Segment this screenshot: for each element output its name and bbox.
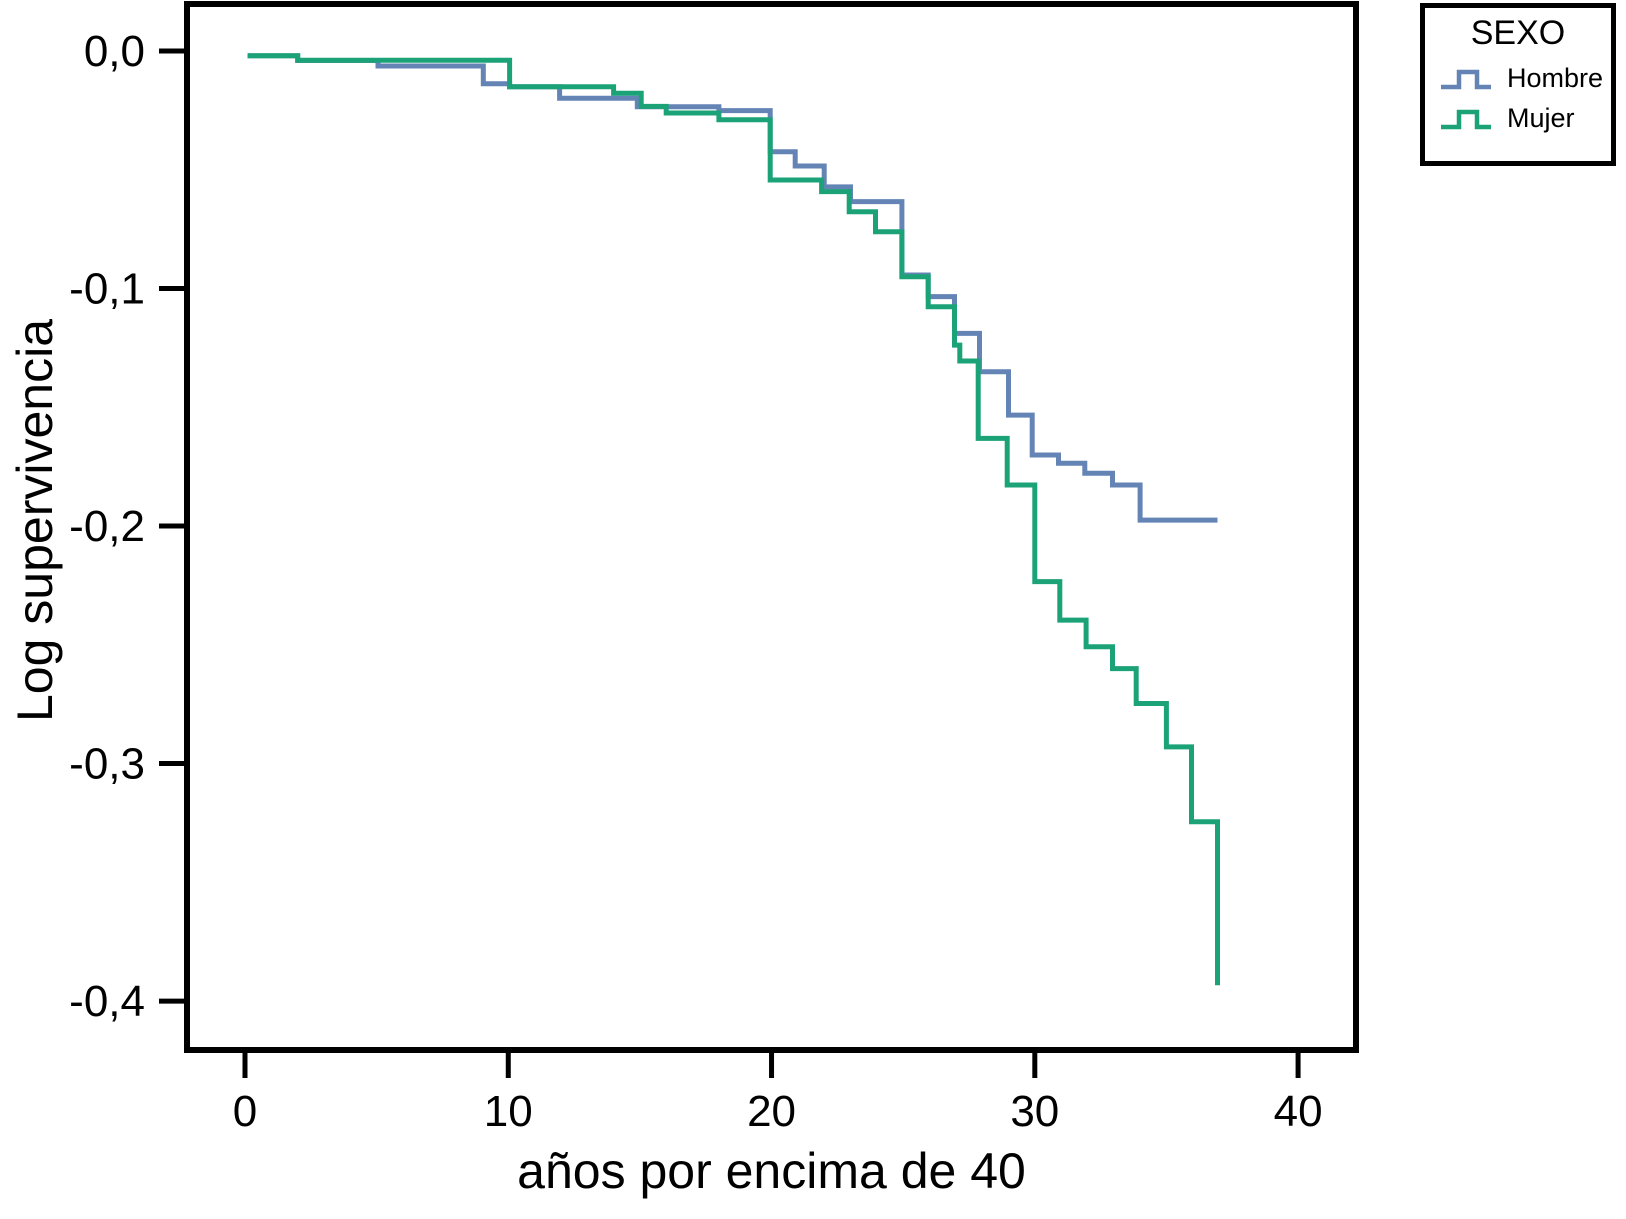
hombre-step-line-icon [1441, 69, 1491, 89]
y-tick-label: -0,2 [69, 502, 145, 551]
y-tick-label: -0,4 [69, 977, 145, 1026]
x-tick-label: 40 [1274, 1087, 1323, 1136]
legend: SEXO Hombre Mujer [1420, 3, 1616, 166]
legend-title: SEXO [1470, 14, 1566, 52]
series-path-hombre [247, 53, 1218, 523]
series-path-mujer [247, 53, 1220, 986]
legend-item-mujer: Mujer [1425, 103, 1611, 134]
x-tick-label: 0 [233, 1087, 257, 1136]
x-tick-label: 30 [1010, 1087, 1059, 1136]
legend-label-mujer: Mujer [1507, 103, 1575, 133]
y-tick-label: 0,0 [84, 27, 145, 76]
y-axis-title-container: Log supervivencia [6, 0, 64, 1219]
y-tick-label: -0,1 [69, 265, 145, 314]
x-axis-title: años por encima de 40 [517, 1143, 1026, 1199]
legend-label-hombre: Hombre [1507, 63, 1604, 93]
y-axis-title: Log supervivencia [7, 318, 63, 723]
legend-item-hombre: Hombre [1425, 63, 1611, 94]
mujer-step-line-icon [1441, 109, 1491, 129]
y-tick-label: -0,3 [69, 740, 145, 789]
x-tick-label: 10 [484, 1087, 533, 1136]
x-tick-label: 20 [747, 1087, 796, 1136]
